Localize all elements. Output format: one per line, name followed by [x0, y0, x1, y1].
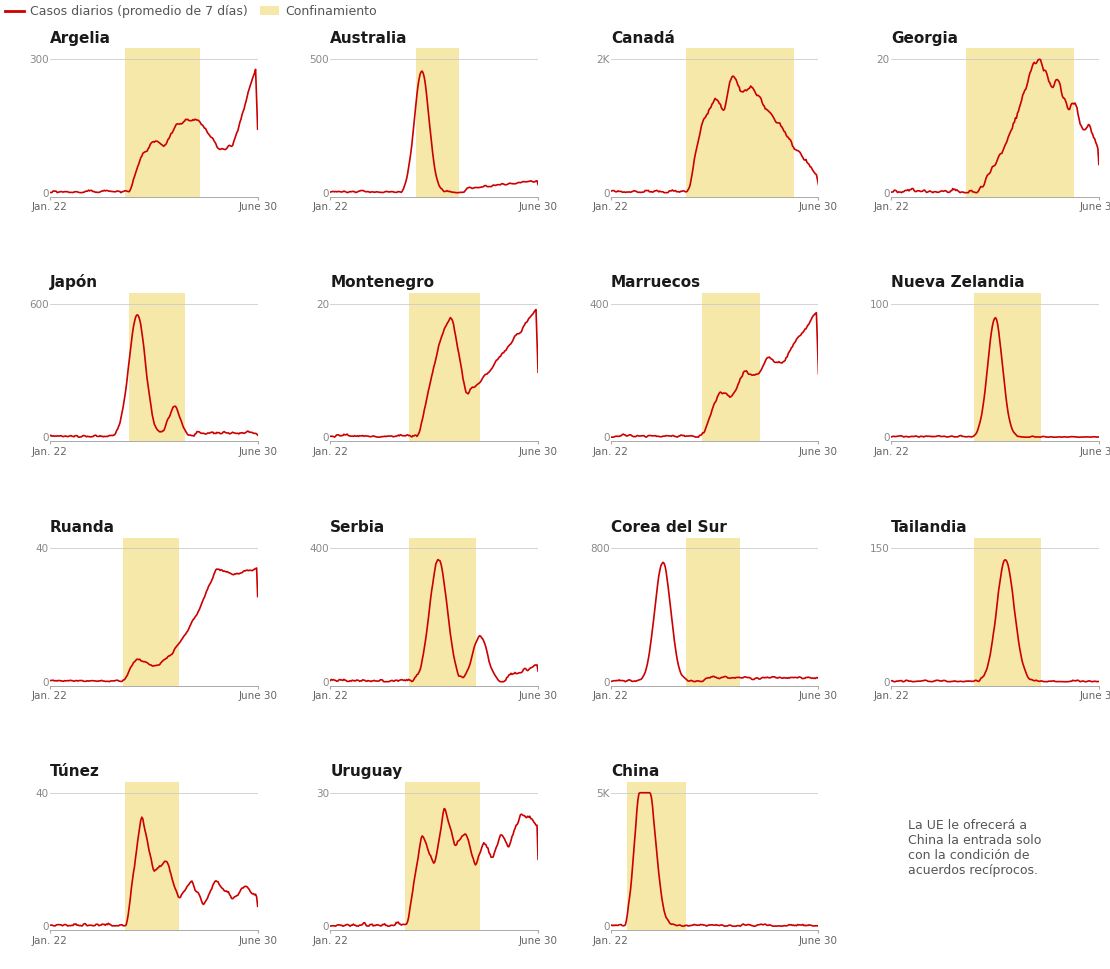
Bar [975, 293, 1041, 441]
Bar [966, 48, 1074, 197]
Text: Ruanda: Ruanda [50, 520, 115, 535]
Bar [415, 48, 460, 197]
Bar [129, 293, 185, 441]
Text: Marruecos: Marruecos [610, 275, 700, 291]
Text: Japón: Japón [50, 274, 98, 291]
Text: Túnez: Túnez [50, 765, 100, 779]
Bar [627, 782, 686, 930]
Text: Montenegro: Montenegro [331, 275, 434, 291]
Bar [124, 782, 179, 930]
Bar [410, 538, 476, 686]
Text: Nueva Zelandia: Nueva Zelandia [891, 275, 1025, 291]
Bar [405, 782, 480, 930]
Text: Argelia: Argelia [50, 31, 111, 46]
Bar [122, 538, 179, 686]
Text: Uruguay: Uruguay [331, 765, 403, 779]
Legend: Casos diarios (promedio de 7 días), Confinamiento: Casos diarios (promedio de 7 días), Conf… [0, 0, 382, 23]
Bar [124, 48, 200, 197]
Text: Canadá: Canadá [610, 31, 675, 46]
Text: China: China [610, 765, 659, 779]
Text: Serbia: Serbia [331, 520, 385, 535]
Bar [686, 48, 794, 197]
Bar [410, 293, 480, 441]
Text: La UE le ofrecerá a
China la entrada solo
con la condición de
acuerdos recíproco: La UE le ofrecerá a China la entrada sol… [908, 819, 1041, 877]
Bar [975, 538, 1041, 686]
Bar [686, 538, 739, 686]
Text: Australia: Australia [331, 31, 407, 46]
Text: Corea del Sur: Corea del Sur [610, 520, 727, 535]
Text: Tailandia: Tailandia [891, 520, 968, 535]
Bar [703, 293, 760, 441]
Text: Georgia: Georgia [891, 31, 958, 46]
